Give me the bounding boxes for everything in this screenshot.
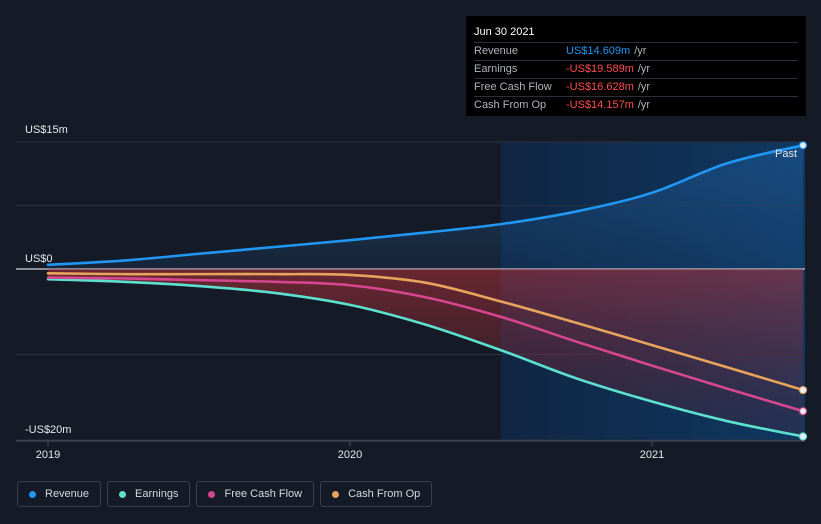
legend-item-earnings[interactable]: Earnings [107, 481, 191, 507]
earnings-line [46, 277, 805, 438]
revenue-area [48, 145, 803, 269]
free-cash-flow-endpoint [798, 407, 808, 416]
cash-from-op-line [46, 271, 805, 392]
tooltip-unit: /yr [637, 99, 651, 111]
cash-from-op-endpoint [798, 385, 808, 395]
tooltip-panel: Jun 30 2021 Revenue US$14.609m /yr Earni… [466, 16, 806, 116]
fcf-dot-icon [208, 490, 216, 498]
legend-label: Free Cash Flow [224, 488, 303, 500]
legend-label: Cash From Op [348, 488, 421, 500]
tooltip-label: Cash From Op [474, 99, 547, 111]
x-tick-label: 2021 [640, 449, 664, 461]
revenue-line [46, 144, 805, 267]
past-label: Past [775, 148, 797, 160]
y-tick-label: US$15m [25, 124, 68, 136]
earnings-dot-icon [119, 490, 127, 498]
legend-item-revenue[interactable]: Revenue [17, 481, 102, 507]
legend-label: Earnings [135, 488, 179, 500]
tooltip-value: US$14.609m [566, 45, 631, 57]
legend-item-cash-from-op[interactable]: Cash From Op [320, 481, 433, 507]
revenue-dot-icon [29, 490, 36, 498]
tooltip-row-fcf: Free Cash Flow -US$16.628m /yr [474, 79, 798, 97]
tooltip-row-revenue: Revenue US$14.609m /yr [474, 43, 798, 61]
tooltip-label: Free Cash Flow [474, 81, 552, 93]
cfo-dot-icon [332, 490, 340, 498]
tooltip-unit: /yr [634, 45, 647, 57]
legend-label: Revenue [45, 488, 90, 500]
free-cash-flow-line [46, 276, 805, 413]
tooltip-date: Jun 30 2021 [474, 24, 798, 43]
tooltip-row-earnings: Earnings -US$19.589m /yr [474, 61, 798, 79]
legend-item-free-cash-flow[interactable]: Free Cash Flow [196, 481, 315, 507]
tooltip-unit: /yr [637, 81, 651, 93]
tooltip-label: Earnings [474, 63, 518, 75]
y-tick-label: US$0 [25, 253, 53, 265]
y-tick-label: -US$20m [25, 424, 71, 436]
tooltip-row-cfo: Cash From Op -US$14.157m /yr [474, 97, 798, 114]
tooltip-label: Revenue [474, 45, 519, 57]
revenue-endpoint [798, 141, 808, 150]
chart-legend: Revenue Earnings Free Cash Flow Cash Fro… [17, 481, 433, 509]
tooltip-unit: /yr [637, 63, 651, 75]
tooltip-value: -US$19.589m [566, 63, 634, 75]
tooltip-value: -US$14.157m [566, 99, 634, 111]
x-tick-label: 2020 [338, 449, 362, 461]
earnings-endpoint [798, 432, 808, 441]
tooltip-value: -US$16.628m [566, 81, 634, 93]
loss-area [48, 269, 803, 437]
x-tick-label: 2019 [36, 449, 60, 461]
